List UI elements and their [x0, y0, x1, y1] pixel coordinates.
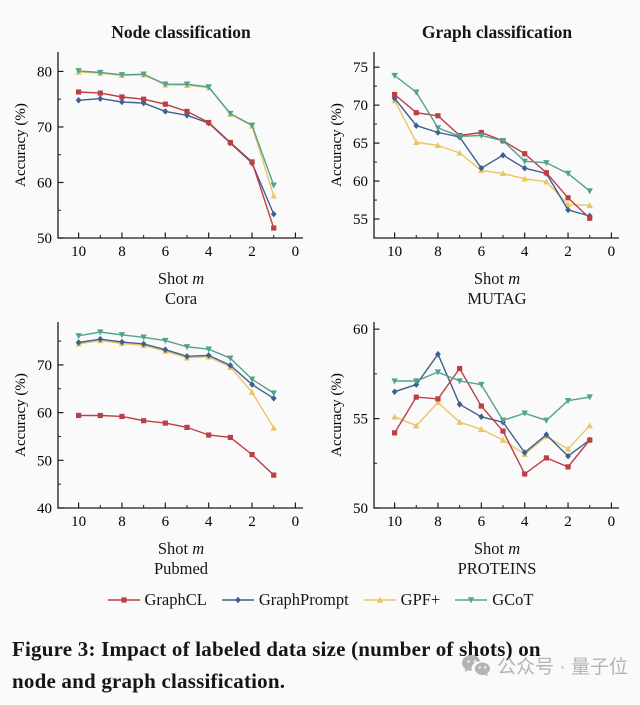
svg-text:0: 0 [292, 514, 300, 530]
svg-text:6: 6 [162, 514, 170, 530]
svg-text:75: 75 [353, 60, 368, 76]
x-axis-label-text: Shot [473, 539, 509, 558]
svg-text:10: 10 [387, 514, 402, 530]
watermark: 公众号 · 量子位 [461, 652, 628, 679]
legend-marker-icon [221, 596, 254, 604]
pubmed-chart: 40 50 60 70 10 8 6 4 2 0 Accuracy (%) [13, 322, 303, 530]
mutag-chart: 55 60 65 70 75 10 8 6 4 2 0 Accuracy (%) [329, 52, 619, 260]
svg-text:2: 2 [564, 514, 572, 530]
figure-caption: Figure 3: Impact of labeled data size (n… [12, 634, 626, 697]
svg-text:50: 50 [353, 501, 368, 517]
svg-text:60: 60 [37, 406, 52, 422]
svg-text:10: 10 [71, 514, 86, 530]
svg-text:70: 70 [37, 120, 52, 136]
svg-text:55: 55 [353, 212, 368, 228]
svg-text:4: 4 [205, 514, 213, 530]
x-axis-label-text: Shot [157, 269, 193, 288]
chart-cell-proteins: 50 55 60 10 8 6 4 2 0 Accuracy (%) Shot m PROTEIN… [322, 316, 634, 580]
svg-text:55: 55 [353, 412, 368, 428]
x-axis-label-var: m [192, 269, 205, 288]
wechat-icon [462, 654, 491, 676]
svg-text:Accuracy (%): Accuracy (%) [329, 103, 345, 187]
dataset-label-proteins: PROTEINS [457, 559, 537, 578]
x-axis-label-var: m [508, 539, 521, 558]
svg-text:40: 40 [37, 501, 52, 517]
svg-text:80: 80 [37, 64, 52, 80]
svg-text:60: 60 [37, 175, 52, 191]
chart-cell-pubmed: 40 50 60 70 10 8 6 4 2 0 Accuracy (%) Shot m Pubme… [6, 316, 318, 580]
svg-text:70: 70 [37, 358, 52, 374]
svg-text:10: 10 [71, 244, 86, 260]
svg-text:8: 8 [434, 514, 442, 530]
x-axis-label-var: m [192, 539, 205, 558]
svg-text:70: 70 [353, 98, 368, 114]
svg-text:0: 0 [608, 514, 616, 530]
proteins-chart: 50 55 60 10 8 6 4 2 0 Accuracy (%) [329, 322, 619, 530]
x-axis-label-text: Shot [473, 269, 509, 288]
svg-text:50: 50 [37, 453, 52, 469]
svg-text:8: 8 [434, 244, 442, 260]
watermark-text: 公众号 · 量子位 [497, 657, 628, 678]
charts-top-row: Node classification 50 60 70 80 10 8 6 4 2 0 Accur… [0, 20, 640, 310]
legend-label: GCoT [492, 590, 534, 609]
dataset-label-cora: Cora [164, 289, 198, 308]
x-axis-label: Shot m [322, 269, 634, 288]
x-axis-label-var: m [508, 269, 521, 288]
svg-text:4: 4 [521, 244, 529, 260]
svg-text:8: 8 [118, 514, 126, 530]
x-axis-label: Shot m [322, 539, 634, 558]
chart-cell-cora: Node classification 50 60 70 80 10 8 6 4 2 0 Accur… [6, 20, 318, 310]
svg-text:0: 0 [608, 244, 616, 260]
legend-label: GraphPrompt [258, 590, 349, 609]
svg-text:Accuracy (%): Accuracy (%) [13, 373, 29, 457]
legend-item-graphprompt: GraphPrompt [221, 590, 349, 610]
svg-text:Accuracy (%): Accuracy (%) [13, 103, 29, 187]
svg-text:4: 4 [521, 514, 529, 530]
svg-text:65: 65 [353, 136, 368, 152]
legend-item-gpf: GPF+ [363, 590, 441, 610]
chart-cell-mutag: Graph classification 55 60 65 70 75 10 8 6 4 2 0 Ac… [322, 20, 634, 310]
column-title-graph: Graph classification [421, 22, 573, 42]
column-title-node: Node classification [111, 22, 251, 42]
cora-chart: 50 60 70 80 10 8 6 4 2 0 Accuracy (%) [13, 52, 303, 260]
svg-text:2: 2 [248, 244, 256, 260]
svg-text:2: 2 [564, 244, 572, 260]
svg-text:4: 4 [205, 244, 213, 260]
x-axis-label-text: Shot [157, 539, 193, 558]
svg-text:2: 2 [248, 514, 256, 530]
svg-text:6: 6 [162, 244, 170, 260]
legend-label: GraphCL [144, 590, 207, 609]
svg-text:8: 8 [118, 244, 126, 260]
svg-text:Accuracy (%): Accuracy (%) [329, 373, 345, 457]
svg-text:0: 0 [292, 244, 300, 260]
x-axis-label: Shot m [6, 539, 318, 558]
charts-bottom-row: 40 50 60 70 10 8 6 4 2 0 Accuracy (%) Shot m Pubme… [0, 310, 640, 580]
svg-text:60: 60 [353, 174, 368, 190]
dataset-label-pubmed: Pubmed [153, 559, 209, 578]
svg-text:50: 50 [37, 231, 52, 247]
svg-text:6: 6 [478, 514, 486, 530]
legend-label: GPF+ [400, 590, 441, 609]
legend-item-gcot: GCoT [454, 590, 533, 610]
x-axis-label: Shot m [6, 269, 318, 288]
legend-marker-icon [107, 597, 140, 603]
svg-text:10: 10 [387, 244, 402, 260]
legend-marker-icon [363, 596, 396, 603]
caption-line-1: Figure 3: Impact of labeled data size (n… [12, 637, 541, 661]
legend: GraphCL GraphPrompt GPF+ GCoT [0, 590, 640, 610]
caption-line-2: node and graph classification. [12, 668, 286, 693]
legend-item-graphcl: GraphCL [107, 590, 207, 610]
legend-marker-icon [455, 597, 488, 604]
dataset-label-mutag: MUTAG [467, 289, 527, 308]
svg-text:60: 60 [353, 322, 368, 338]
svg-text:6: 6 [478, 244, 486, 260]
